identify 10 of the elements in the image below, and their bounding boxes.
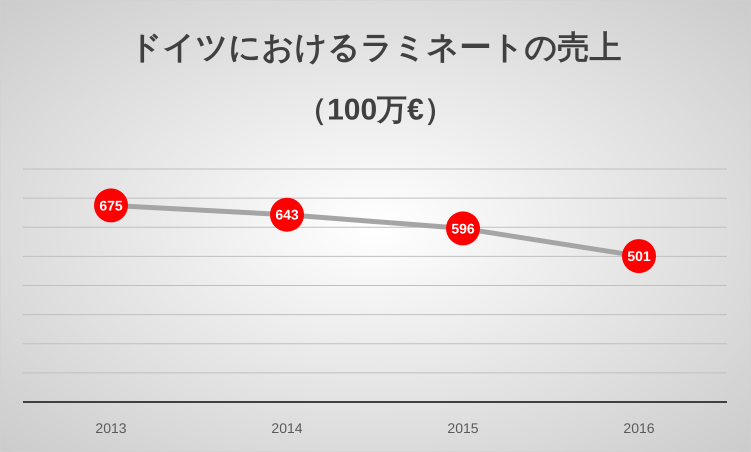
data-label: 596	[451, 220, 475, 236]
data-label: 675	[99, 197, 123, 214]
x-tick-label: 2016	[623, 420, 655, 436]
x-tick-label: 2013	[95, 420, 127, 436]
x-tick-label: 2014	[271, 420, 303, 436]
data-label: 643	[275, 206, 299, 223]
chart-title: ドイツにおけるラミネートの売上	[130, 29, 622, 65]
chart-subtitle: （100万€）	[297, 94, 454, 126]
data-label: 501	[627, 248, 651, 264]
x-tick-label: 2015	[447, 420, 479, 436]
